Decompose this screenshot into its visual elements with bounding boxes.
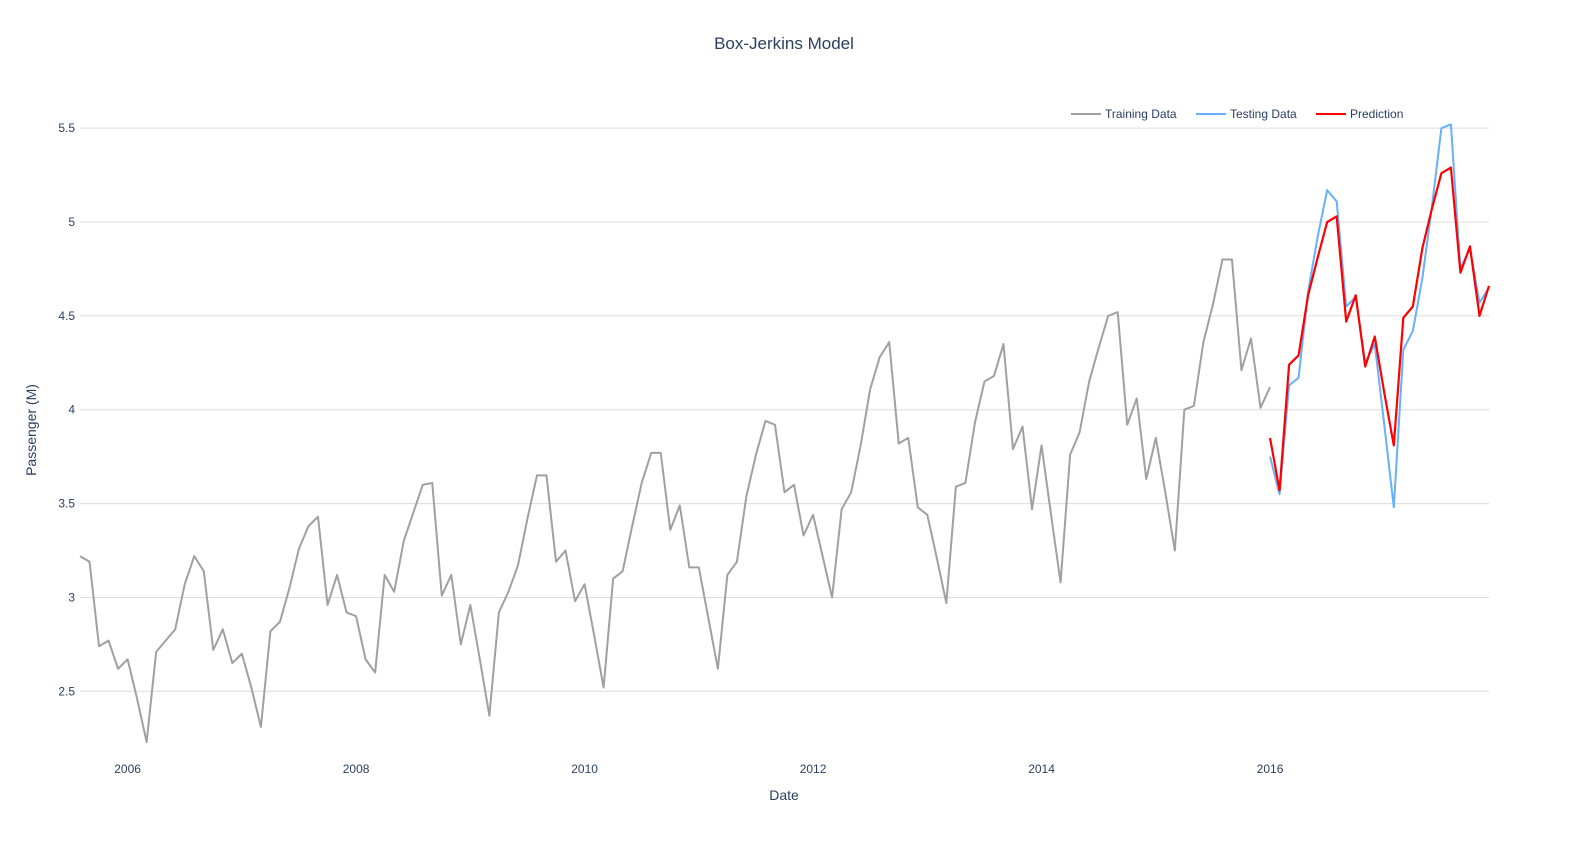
- legend-item-training[interactable]: Training Data: [1071, 107, 1177, 121]
- series-line-training: [79, 258, 1271, 743]
- x-tick-label: 2010: [571, 762, 598, 776]
- y-tick-label: 4.5: [58, 309, 75, 323]
- x-tick-label: 2008: [343, 762, 370, 776]
- y-tick-label: 3.5: [58, 497, 75, 511]
- x-tick-label: 2016: [1257, 762, 1284, 776]
- x-tick-label: 2014: [1028, 762, 1055, 776]
- legend-label-testing: Testing Data: [1230, 107, 1297, 121]
- legend-label-training: Training Data: [1105, 107, 1177, 121]
- legend-label-prediction: Prediction: [1350, 107, 1403, 121]
- legend[interactable]: Training Data Testing Data Prediction: [1071, 107, 1403, 121]
- legend-item-prediction[interactable]: Prediction: [1316, 107, 1403, 121]
- series-line-prediction: [1268, 166, 1491, 492]
- y-tick-label: 2.5: [58, 684, 75, 698]
- y-tick-label: 4: [68, 403, 75, 417]
- x-axis-label: Date: [769, 787, 799, 803]
- y-tick-label: 5.5: [58, 121, 75, 135]
- y-tick-label: 3: [68, 590, 75, 604]
- gridlines: [80, 127, 1489, 692]
- legend-item-testing[interactable]: Testing Data: [1196, 107, 1297, 121]
- series-lines: [79, 123, 1491, 743]
- x-tick-label: 2012: [800, 762, 827, 776]
- y-axis-label: Passenger (M): [23, 384, 39, 476]
- x-axis-ticks: 2006 2008 2010 2012 2014 2016: [114, 762, 1283, 776]
- x-tick-label: 2006: [114, 762, 141, 776]
- y-tick-label: 5: [68, 215, 75, 229]
- chart-title: Box-Jerkins Model: [714, 34, 854, 53]
- y-axis-ticks: 2.5 3 3.5 4 4.5 5 5.5: [58, 121, 75, 698]
